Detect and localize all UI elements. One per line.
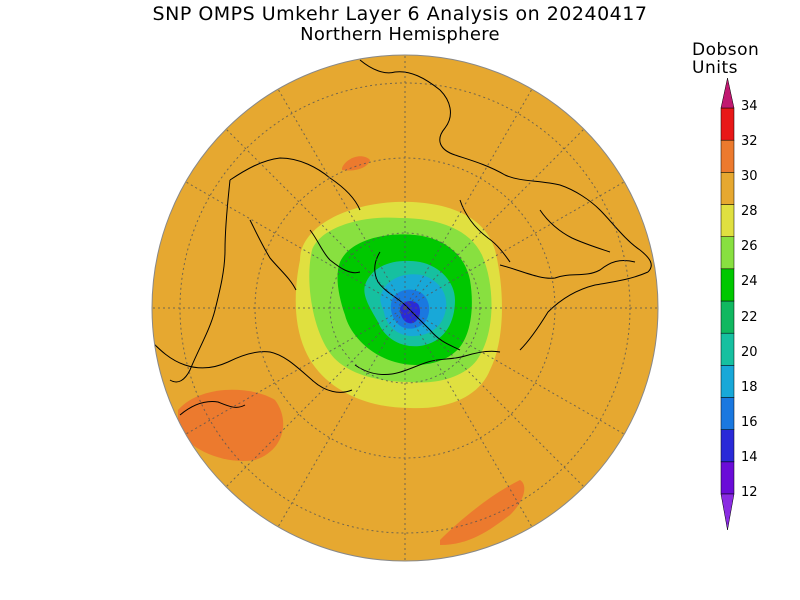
colorbar-title-line2: Units	[692, 58, 738, 78]
colorbar-band	[720, 172, 735, 205]
colorbar-max-triangle	[720, 77, 735, 109]
colorbar-band	[720, 268, 735, 302]
graticule	[152, 55, 658, 561]
colorbar-band	[720, 107, 735, 141]
colorbar-tick-label: 34	[741, 99, 758, 114]
colorbar-tick-label: 16	[741, 414, 758, 430]
colorbar-band	[720, 332, 735, 366]
colorbar-tick-label: 30	[741, 169, 758, 185]
colorbar-tick-label: 12	[741, 485, 758, 500]
colorbar-band	[720, 397, 735, 430]
high-atlantic	[440, 480, 525, 545]
colorbar-band	[720, 429, 735, 463]
colorbar-band	[720, 461, 735, 495]
colorbar-tick-label: 14	[741, 449, 758, 465]
colorbar-tick-label: 20	[741, 344, 758, 360]
map-title: SNP OMPS Umkehr Layer 6 Analysis on 2024…	[152, 3, 648, 25]
colorbar-tick-label: 22	[741, 309, 758, 325]
colorbar-band	[720, 236, 735, 270]
colorbar-title-line1: Dobson	[692, 40, 760, 60]
colorbar-min-triangle	[720, 493, 735, 531]
high-siberia-small	[342, 156, 370, 171]
colorbar-tick-label: 26	[741, 239, 758, 255]
colorbar-band	[720, 365, 735, 398]
colorbar-tick-label: 28	[741, 204, 758, 220]
high-north-pacific	[178, 389, 284, 461]
colorbar-tick-label: 18	[741, 379, 758, 395]
colorbar-tick-label: 24	[741, 274, 758, 290]
colorbar-tick-label: 32	[741, 134, 758, 150]
map-subtitle: Northern Hemisphere	[300, 24, 500, 45]
map-boundary	[151, 54, 659, 562]
colorbar-band	[720, 139, 735, 173]
colorbar-band	[720, 204, 735, 237]
coastlines	[152, 59, 652, 416]
colorbar-band	[720, 300, 735, 334]
